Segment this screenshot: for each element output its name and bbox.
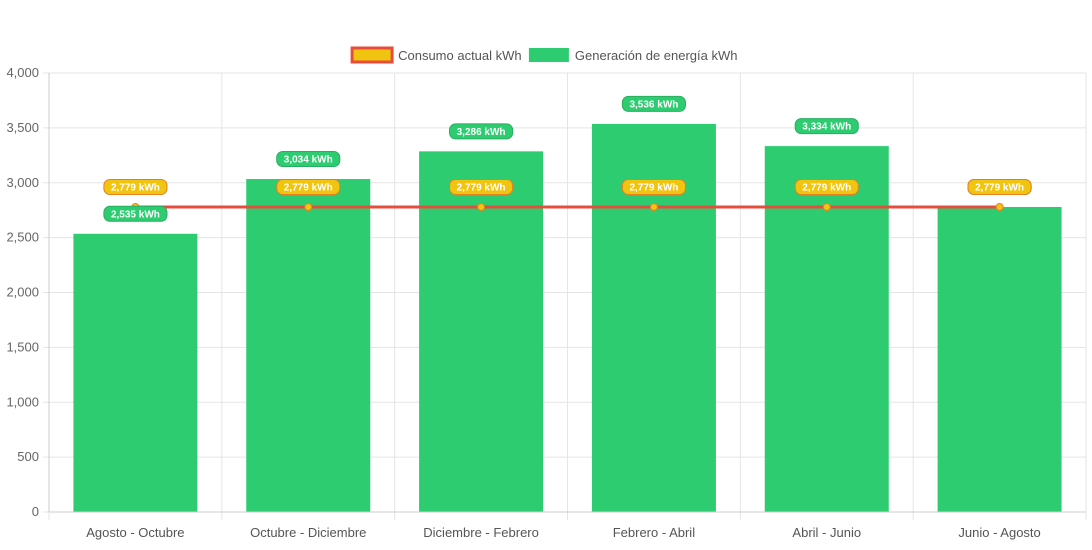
y-tick-label: 1,000 <box>6 394 39 409</box>
bar[interactable] <box>246 179 371 512</box>
legend-label: Consumo actual kWh <box>398 48 522 63</box>
y-tick-label: 0 <box>32 504 39 519</box>
x-tick-label: Junio - Agosto <box>958 525 1040 540</box>
legend-item[interactable]: Generación de energía kWh <box>528 48 738 63</box>
axes: 0 500 1,000 1,500 2,000 2,500 3,000 3,500 4,000 A… <box>6 65 1086 540</box>
legend-label: Generación de energía kWh <box>575 48 738 63</box>
line-point[interactable] <box>477 203 486 212</box>
bar-value-label: 3,334 kWh <box>794 118 859 135</box>
line-value-label-text: 2,779 kWh <box>457 183 506 194</box>
x-tick-label: Octubre - Diciembre <box>250 525 366 540</box>
line-value-label: 2,779 kWh <box>449 179 514 196</box>
y-tick-label: 2,500 <box>6 230 39 245</box>
line-value-label: 2,779 kWh <box>103 179 168 196</box>
bar[interactable] <box>764 146 889 512</box>
line-point[interactable] <box>304 203 313 212</box>
line-value-label-bg <box>967 179 1032 196</box>
line-value-label-bg <box>103 179 168 196</box>
line-value-label-text: 2,779 kWh <box>802 183 851 194</box>
legend-item[interactable]: Consumo actual kWh <box>350 46 522 64</box>
bar-value-label-bg <box>103 205 168 222</box>
line-value-label-text: 2,779 kWh <box>111 183 160 194</box>
line-value-label-bg <box>621 179 686 196</box>
line-value-label-text: 2,779 kWh <box>629 183 678 194</box>
bar-value-label-bg <box>621 95 686 112</box>
bar[interactable] <box>937 207 1062 512</box>
line-value-label-bg <box>794 179 859 196</box>
legend-swatch <box>528 48 569 62</box>
line-value-label: 2,779 kWh <box>621 179 686 196</box>
line-value-label-bg <box>276 179 341 196</box>
bar-value-label-text: 3,334 kWh <box>802 122 851 133</box>
x-tick-label: Agosto - Octubre <box>86 525 184 540</box>
legend[interactable]: Consumo actual kWh Generación de energía … <box>350 46 738 64</box>
y-tick-label: 3,500 <box>6 120 39 135</box>
line-point[interactable] <box>822 203 831 212</box>
data-labels: 2,535 kWh 3,034 kWh 3,286 kWh 3,536 kWh 3,33… <box>103 95 1032 222</box>
line-value-label-bg <box>449 179 514 196</box>
bar-value-label-bg <box>794 118 859 135</box>
y-tick-label: 4,000 <box>6 65 39 80</box>
x-tick-label: Abril - Junio <box>792 525 861 540</box>
bar-value-label-bg <box>276 151 341 168</box>
bar[interactable] <box>419 151 544 512</box>
legend-swatch <box>350 46 394 64</box>
line-value-label: 2,779 kWh <box>967 179 1032 196</box>
grid <box>48 72 1087 520</box>
line-value-label: 2,779 kWh <box>794 179 859 196</box>
bar[interactable] <box>73 233 198 512</box>
bar-value-label: 3,286 kWh <box>449 123 514 140</box>
line-point[interactable] <box>649 203 658 212</box>
bar-value-label: 2,535 kWh <box>103 205 168 222</box>
line-value-label-text: 2,779 kWh <box>975 183 1024 194</box>
bar-value-label: 3,536 kWh <box>621 95 686 112</box>
line-value-label-text: 2,779 kWh <box>284 183 333 194</box>
bar-value-label: 3,034 kWh <box>276 151 341 168</box>
line-point[interactable] <box>995 203 1004 212</box>
bar-value-label-text: 2,535 kWh <box>111 209 160 220</box>
bar-value-label-bg <box>449 123 514 140</box>
bar-value-label-text: 3,536 kWh <box>629 99 678 110</box>
x-tick-label: Diciembre - Febrero <box>423 525 539 540</box>
bar-value-label-text: 3,286 kWh <box>457 127 506 138</box>
y-tick-label: 1,500 <box>6 339 39 354</box>
line-value-label: 2,779 kWh <box>276 179 341 196</box>
x-tick-label: Febrero - Abril <box>613 525 695 540</box>
y-tick-label: 500 <box>17 449 39 464</box>
y-tick-label: 3,000 <box>6 175 39 190</box>
bar-value-label-text: 3,034 kWh <box>284 155 333 166</box>
y-tick-label: 2,000 <box>6 285 39 300</box>
